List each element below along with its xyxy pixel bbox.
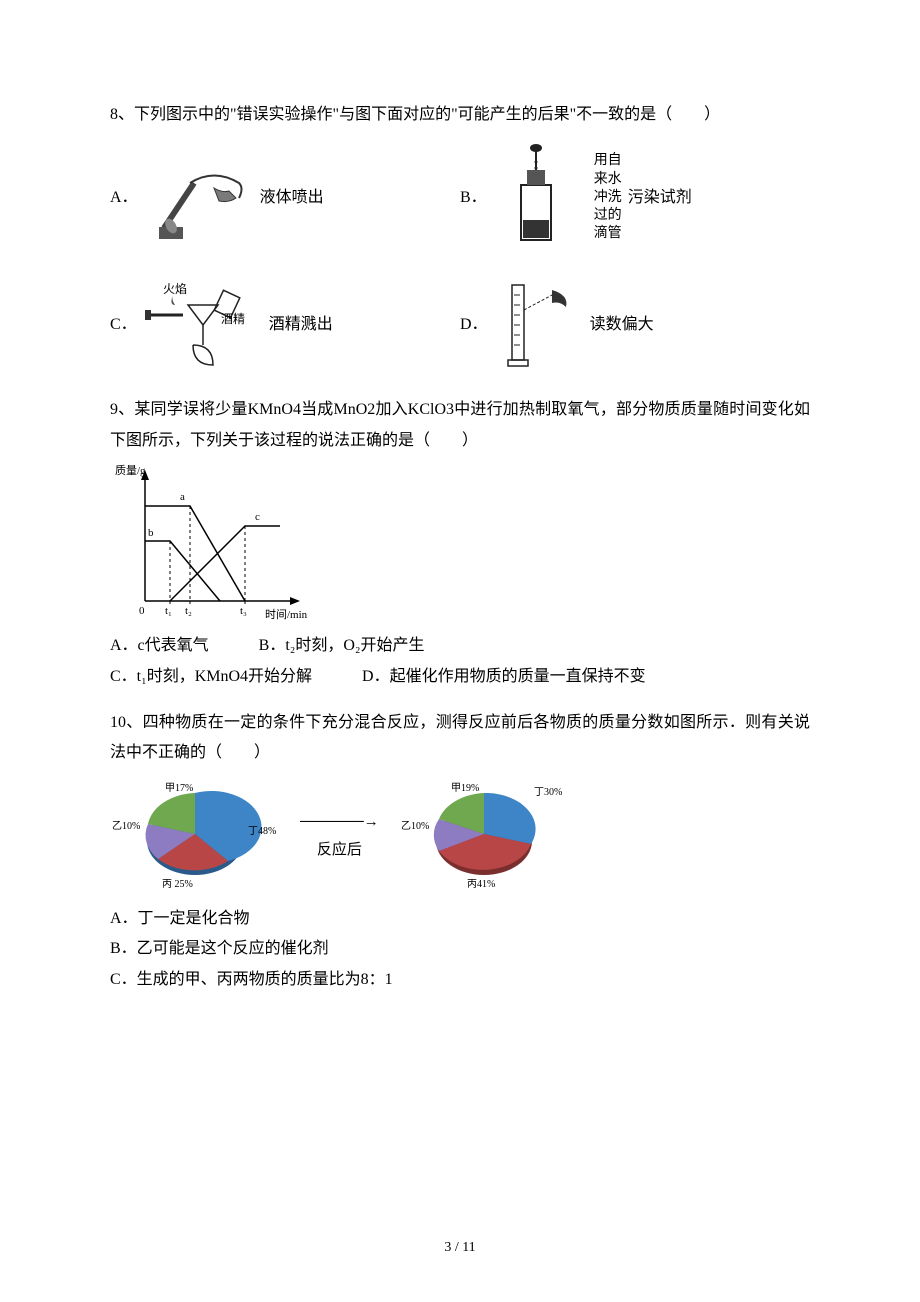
q10-opt-a: A．丁一定是化合物 xyxy=(110,904,810,934)
q8-d-diagram xyxy=(494,275,584,375)
svg-text:丙41%: 丙41% xyxy=(467,879,495,890)
q9-opt-c: C．t₁时刻，KMnO4开始分解 xyxy=(110,662,312,692)
q10-opt-c: C．生成的甲、丙两物质的质量比为8：1 xyxy=(110,965,810,995)
svg-text:c: c xyxy=(255,511,260,523)
svg-text:t₃: t₃ xyxy=(240,605,247,617)
svg-text:t₂: t₂ xyxy=(185,605,192,617)
q9-options-row1: A．c代表氧气 B．t₂时刻，O₂开始产生 xyxy=(110,631,810,661)
q9-text: 9、某同学误将少量KMnO4当成MnO2加入KClO3中进行加热制取氧气，部分物… xyxy=(110,395,810,456)
q8-a-diagram xyxy=(144,153,254,243)
q8-b-side-l2: 来水 xyxy=(594,171,622,189)
question-10: 10、四种物质在一定的条件下充分混合反应，测得反应前后各物质的质量分数如图所示．… xyxy=(110,708,810,995)
svg-text:0: 0 xyxy=(139,605,145,617)
svg-text:甲19%: 甲19% xyxy=(451,783,479,794)
svg-text:a: a xyxy=(180,491,185,503)
q9-options-row2: C．t₁时刻，KMnO4开始分解 D．起催化作用物质的质量一直保持不变 xyxy=(110,662,810,692)
q10-pie-row: 甲17% 乙10% 丙 25% 丁48% ──────→ 反应后 甲19% 乙1… xyxy=(110,779,810,894)
q10-pie-before: 甲17% 乙10% 丙 25% 丁48% xyxy=(110,779,280,894)
q8-option-c: C． 火焰 酒精 酒精溅出 xyxy=(110,275,460,375)
q10-arrow: ──────→ 反应后 xyxy=(300,808,379,865)
q9-xlabel: 时间/min xyxy=(265,608,308,621)
svg-text:丁30%: 丁30% xyxy=(534,787,562,798)
q8-text: 8、下列图示中的"错误实验操作"与图下面对应的"可能产生的后果"不一致的是（ ） xyxy=(110,100,810,130)
q10-text: 10、四种物质在一定的条件下充分混合反应，测得反应前后各物质的质量分数如图所示．… xyxy=(110,708,810,769)
q8-option-a: A． 液体喷出 xyxy=(110,153,460,243)
q8-a-letter: A． xyxy=(110,183,138,213)
q9-chart: 质量/g 时间/min 0 t₁ t₂ t₃ a b c xyxy=(110,456,320,631)
svg-text:酒精: 酒精 xyxy=(221,312,245,326)
q8-d-label: 读数偏大 xyxy=(590,310,654,340)
q8-row-2: C． 火焰 酒精 酒精溅出 D． xyxy=(110,275,810,375)
q8-c-diagram: 火焰 酒精 xyxy=(143,275,263,375)
q8-b-label: 污染试剂 xyxy=(628,183,692,213)
q8-b-side-l4: 过的 xyxy=(594,207,622,225)
q8-b-letter: B． xyxy=(460,183,487,213)
q8-b-side-l5: 滴管 xyxy=(594,225,622,243)
question-9: 9、某同学误将少量KMnO4当成MnO2加入KClO3中进行加热制取氧气，部分物… xyxy=(110,395,810,692)
question-8: 8、下列图示中的"错误实验操作"与图下面对应的"可能产生的后果"不一致的是（ ）… xyxy=(110,100,810,375)
q8-b-side-l3: 冲洗 xyxy=(594,189,622,207)
q9-opt-a: A．c代表氧气 xyxy=(110,631,209,661)
q8-a-label: 液体喷出 xyxy=(260,183,324,213)
page-footer: 3 / 11 xyxy=(0,1235,920,1262)
q9-opt-b: B．t₂时刻，O₂开始产生 xyxy=(259,631,425,661)
svg-text:丙 25%: 丙 25% xyxy=(162,879,193,890)
q8-d-letter: D． xyxy=(460,310,488,340)
svg-text:乙10%: 乙10% xyxy=(401,820,429,832)
q8-b-side-labels: 用自 来水 冲洗 过的 滴管 xyxy=(594,152,622,243)
q8-option-d: D． 读数偏大 xyxy=(460,275,810,375)
q9-ylabel: 质量/g xyxy=(115,464,146,477)
q8-row-1: A． 液体喷出 B． xyxy=(110,140,810,255)
svg-text:t₁: t₁ xyxy=(165,605,172,617)
q8-b-diagram xyxy=(493,140,588,255)
svg-text:丁48%: 丁48% xyxy=(248,826,276,837)
q10-arrow-label: 反应后 xyxy=(300,836,379,865)
svg-text:乙10%: 乙10% xyxy=(112,820,140,832)
q10-pie-after: 甲19% 乙10% 丙41% 丁30% xyxy=(399,779,569,894)
q8-option-b: B． 用自 来水 冲洗 过的 滴管 污染试剂 xyxy=(460,140,810,255)
q8-c-label: 酒精溅出 xyxy=(269,310,333,340)
svg-text:火焰: 火焰 xyxy=(163,281,187,296)
q10-opt-b: B．乙可能是这个反应的催化剂 xyxy=(110,934,810,964)
q9-opt-d: D．起催化作用物质的质量一直保持不变 xyxy=(362,662,646,692)
svg-text:甲17%: 甲17% xyxy=(165,783,193,794)
q8-c-letter: C． xyxy=(110,310,137,340)
svg-text:b: b xyxy=(148,527,154,539)
q8-b-side-l1: 用自 xyxy=(594,152,622,170)
